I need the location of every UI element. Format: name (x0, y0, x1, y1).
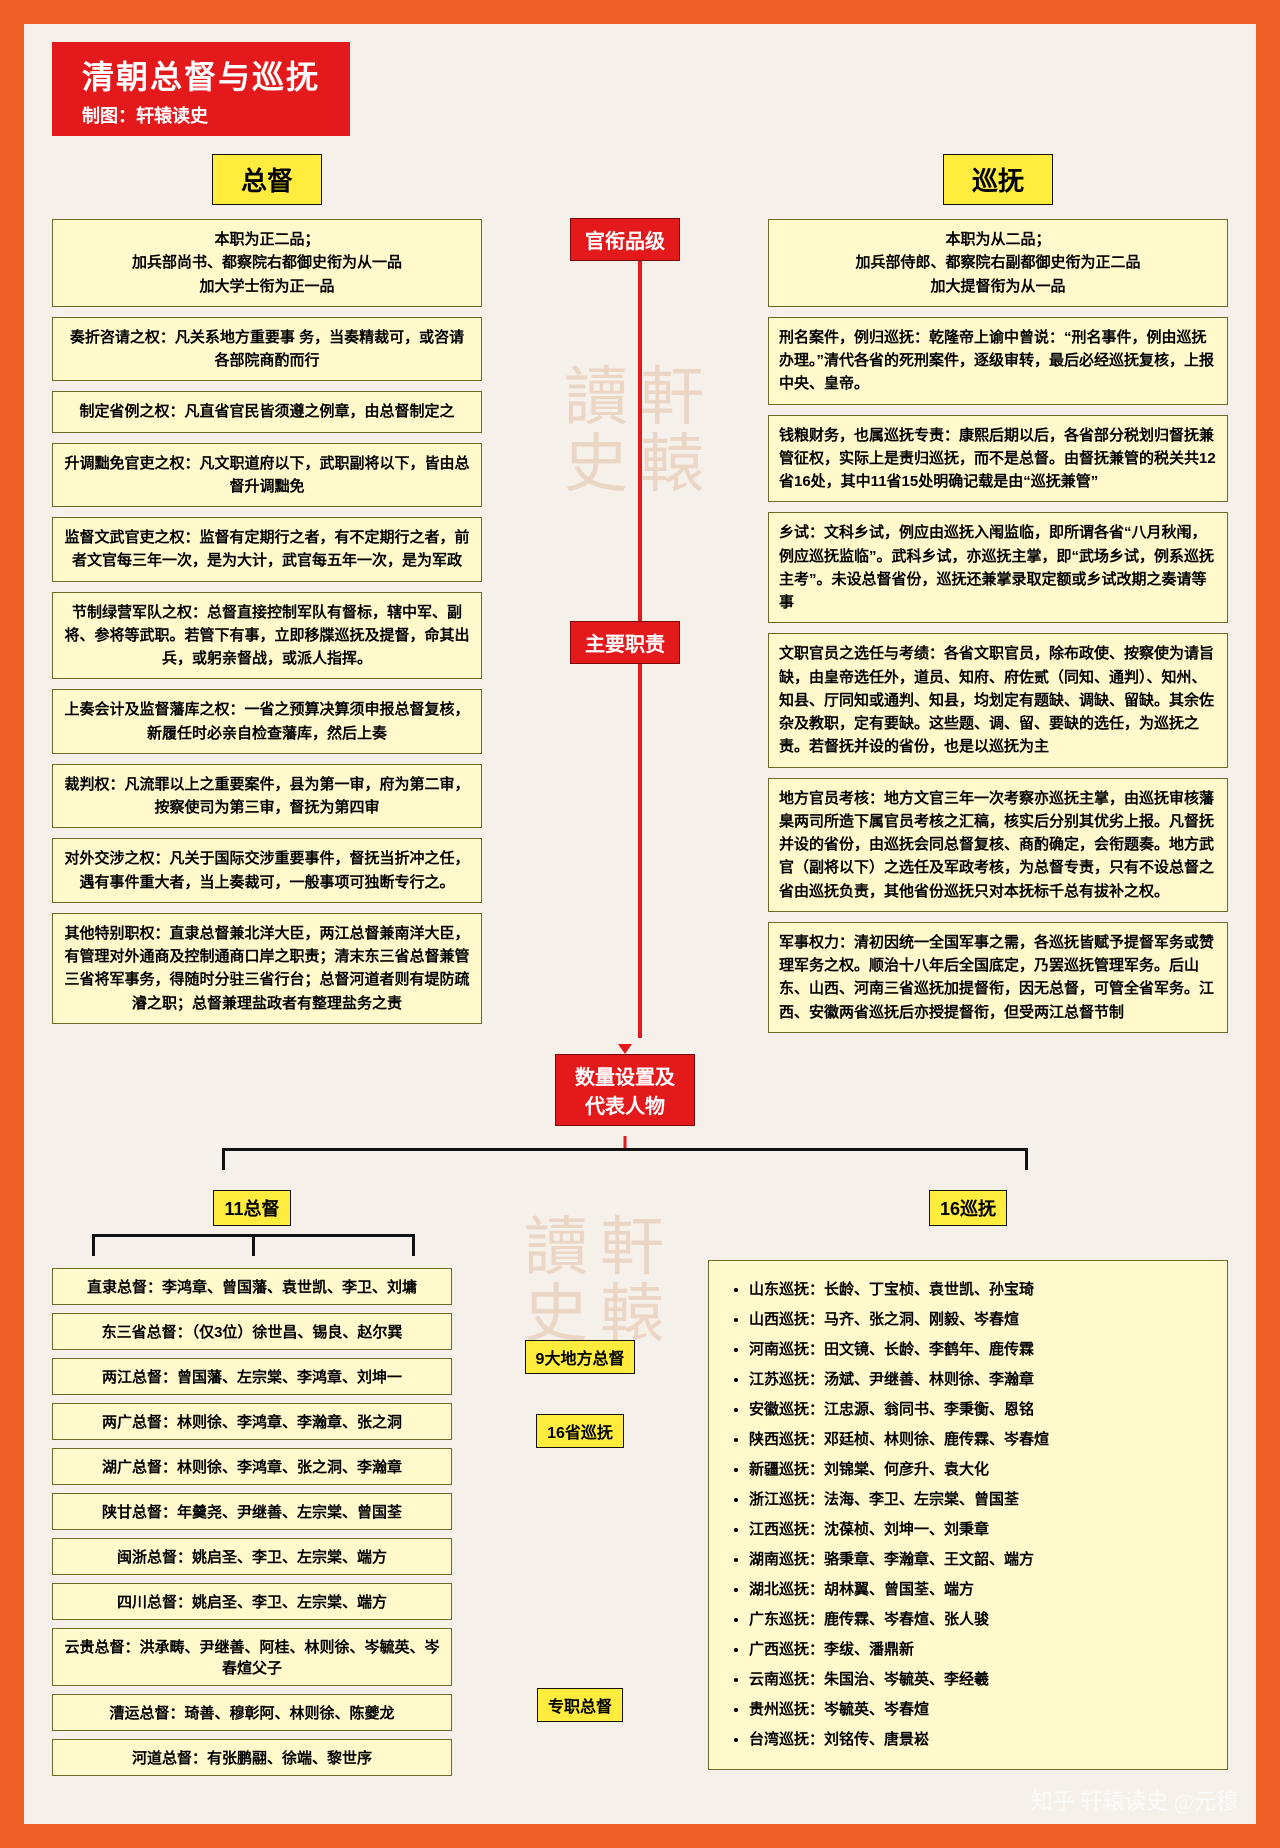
rank-left: 本职为正二品； 加兵部尚书、都察院右都御史衔为从一品 加大学士衔为正一品 (52, 219, 482, 307)
xunfu-item: 安徽巡抚：江忠源、翁同书、李秉衡、恩铭 (749, 1395, 1209, 1425)
center-col: 官衔品级 主要职责 数量设置及代表人物 (482, 154, 768, 1126)
duty-right-item: 军事权力：清初因统一全国军事之需，各巡抚皆赋予提督军务或赞理军务之权。顺治十八年… (768, 922, 1228, 1033)
duty-left-item: 升调黜免官吏之权：凡文职道府以下，武职副将以下，皆由总督升调黜免 (52, 443, 482, 508)
zongdu-item: 湖广总督：林则徐、李鸿章、张之洞、李瀚章 (52, 1448, 452, 1485)
zongdu-item: 两江总督：曾国藩、左宗棠、李鸿章、刘坤一 (52, 1358, 452, 1395)
xunfu-item: 山东巡抚：长龄、丁宝桢、袁世凯、孙宝琦 (749, 1275, 1209, 1305)
zongdu-item: 直隶总督：李鸿章、曾国藩、袁世凯、李卫、刘墉 (52, 1268, 452, 1305)
xunfu-item: 广西巡抚：李绂、潘鼎新 (749, 1635, 1209, 1665)
xunfu-item: 湖南巡抚：骆秉章、李瀚章、王文韶、端方 (749, 1545, 1209, 1575)
xunfu-list-box: 山东巡抚：长龄、丁宝桢、袁世凯、孙宝琦山西巡抚：马齐、张之洞、刚毅、岑春煊河南巡… (708, 1260, 1228, 1770)
zongdu-col: 11总督 直隶总督：李鸿章、曾国藩、袁世凯、李卫、刘墉东三省总督：（仅3位）徐世… (52, 1190, 452, 1784)
right-col: 巡抚 本职为从二品； 加兵部侍郎、都察院右副都御史衔为正二品 加大提督衔为从一品… (768, 154, 1228, 1126)
duty-left-item: 上奏会计及监督藩库之权：一省之预算决算须申报总督复核，新履任时必亲自检查藩库，然… (52, 689, 482, 754)
xunfu-item: 新疆巡抚：刘锦棠、何彦升、袁大化 (749, 1455, 1209, 1485)
duty-right-item: 刑名案件，例归巡抚：乾隆帝上谕中曾说：“刑名事件，例由巡抚办理。”清代各省的死刑… (768, 317, 1228, 405)
xunfu-item: 湖北巡抚：胡林翼、曾国荃、端方 (749, 1575, 1209, 1605)
title-block: 清朝总督与巡抚 制图：轩辕读史 (52, 42, 350, 136)
xunfu-col: 16巡抚 山东巡抚：长龄、丁宝桢、袁世凯、孙宝琦山西巡抚：马齐、张之洞、刚毅、岑… (708, 1190, 1228, 1784)
duty-left-item: 制定省例之权：凡直省官民皆须遵之例章，由总督制定之 (52, 391, 482, 432)
count-fork-row (52, 1136, 1228, 1176)
xunfu-item: 山西巡抚：马齐、张之洞、刚毅、岑春煊 (749, 1305, 1209, 1335)
node-16xunfu: 16巡抚 (929, 1190, 1007, 1226)
xunfu-item: 江西巡抚：沈葆桢、刘坤一、刘秉章 (749, 1515, 1209, 1545)
xunfu-item: 浙江巡抚：法海、李卫、左宗棠、曾国荃 (749, 1485, 1209, 1515)
zongdu-item: 河道总督：有张鹏翮、徐端、黎世序 (52, 1739, 452, 1776)
xunfu-item: 云南巡抚：朱国治、岑毓英、李经羲 (749, 1665, 1209, 1695)
title-main: 清朝总督与巡抚 (82, 52, 320, 98)
arrow-to-count (618, 1044, 632, 1054)
node-9local: 9大地方总督 (525, 1340, 636, 1374)
corner-credit: 知乎 轩辕读史 @元穆 (1031, 1784, 1238, 1816)
diagram-root: 讀軒史轅 讀軒史轅 清朝总督与巡抚 制图：轩辕读史 总督 本职为正二品； 加兵部… (0, 0, 1280, 1848)
xunfu-item: 陕西巡抚：邓廷桢、林则徐、鹿传霖、岑春煊 (749, 1425, 1209, 1455)
duty-left-item: 监督文武官吏之权：监督有定期行之者，有不定期行之者，前者文官每三年一次，是为大计… (52, 517, 482, 582)
xunfu-item: 江苏巡抚：汤斌、尹继善、林则徐、李瀚章 (749, 1365, 1209, 1395)
duty-left-item: 对外交涉之权：凡关于国际交涉重要事件，督抚当折冲之任，遇有事件重大者，当上奏裁可… (52, 838, 482, 903)
zongdu-item: 闽浙总督：姚启圣、李卫、左宗棠、端方 (52, 1538, 452, 1575)
head-xunfu: 巡抚 (943, 154, 1053, 205)
title-sub: 制图：轩辕读史 (82, 102, 320, 128)
zongdu-item: 陕甘总督：年羹尧、尹继善、左宗棠、曾国荃 (52, 1493, 452, 1530)
mid-mini-col: 9大地方总督 16省巡抚 专职总督 (452, 1190, 708, 1784)
xunfu-item: 广东巡抚：鹿传霖、岑春煊、张人骏 (749, 1605, 1209, 1635)
node-rank: 官衔品级 (570, 218, 680, 261)
left-col: 总督 本职为正二品； 加兵部尚书、都察院右都御史衔为从一品 加大学士衔为正一品 … (52, 154, 482, 1126)
node-duty: 主要职责 (570, 621, 680, 664)
xunfu-item: 河南巡抚：田文镜、长龄、李鹤年、鹿传霖 (749, 1335, 1209, 1365)
section-count: 11总督 直隶总督：李鸿章、曾国藩、袁世凯、李卫、刘墉东三省总督：（仅3位）徐世… (52, 1190, 1228, 1784)
zongdu-item: 东三省总督：（仅3位）徐世昌、锡良、赵尔巽 (52, 1313, 452, 1350)
xunfu-item: 台湾巡抚：刘铭传、唐景崧 (749, 1725, 1209, 1755)
node-zhuanzhi: 专职总督 (537, 1688, 623, 1722)
zongdu-item: 漕运总督：琦善、穆彰阿、林则徐、陈夔龙 (52, 1694, 452, 1731)
upper-grid: 总督 本职为正二品； 加兵部尚书、都察院右都御史衔为从一品 加大学士衔为正一品 … (52, 154, 1228, 1126)
duty-right-item: 钱粮财务，也属巡抚专责：康熙后期以后，各省部分税划归督抚兼管征权，实际上是责归巡… (768, 415, 1228, 503)
xunfu-item: 贵州巡抚：岑毓英、岑春煊 (749, 1695, 1209, 1725)
node-16sheng: 16省巡抚 (536, 1414, 624, 1448)
duty-right-item: 地方官员考核：地方文官三年一次考察亦巡抚主掌，由巡抚审核藩臬两司所造下属官员考核… (768, 778, 1228, 912)
duty-right-item: 乡试：文科乡试，例应由巡抚入闱监临，即所谓各省“八月秋闱，例应巡抚监临”。武科乡… (768, 512, 1228, 623)
duty-right-item: 文职官员之选任与考绩：各省文职官员，除布政使、按察使为请旨缺，由皇帝选任外，道员… (768, 633, 1228, 767)
head-zongdu: 总督 (212, 154, 322, 205)
zongdu-fork (52, 1234, 452, 1260)
rank-right: 本职为从二品； 加兵部侍郎、都察院右副都御史衔为正二品 加大提督衔为从一品 (768, 219, 1228, 307)
zongdu-item: 两广总督：林则徐、李鸿章、李瀚章、张之洞 (52, 1403, 452, 1440)
node-count: 数量设置及代表人物 (555, 1054, 695, 1126)
duty-left-item: 其他特别职权：直隶总督兼北洋大臣，两江总督兼南洋大臣，有管理对外通商及控制通商口… (52, 913, 482, 1024)
duty-left-item: 节制绿营军队之权：总督直接控制军队有督标，辖中军、副将、参将等武职。若管下有事，… (52, 592, 482, 680)
zongdu-item: 云贵总督：洪承畴、尹继善、阿桂、林则徐、岑毓英、岑春煊父子 (52, 1628, 452, 1686)
duty-left-item: 奏折咨请之权：凡关系地方重要事 务，当奏精裁可，或咨请各部院商酌而行 (52, 317, 482, 382)
duty-left-item: 裁判权：凡流罪以上之重要案件，县为第一审，府为第二审，按察使司为第三审，督抚为第… (52, 764, 482, 829)
zongdu-item: 四川总督：姚启圣、李卫、左宗棠、端方 (52, 1583, 452, 1620)
node-11zongdu: 11总督 (213, 1190, 290, 1226)
